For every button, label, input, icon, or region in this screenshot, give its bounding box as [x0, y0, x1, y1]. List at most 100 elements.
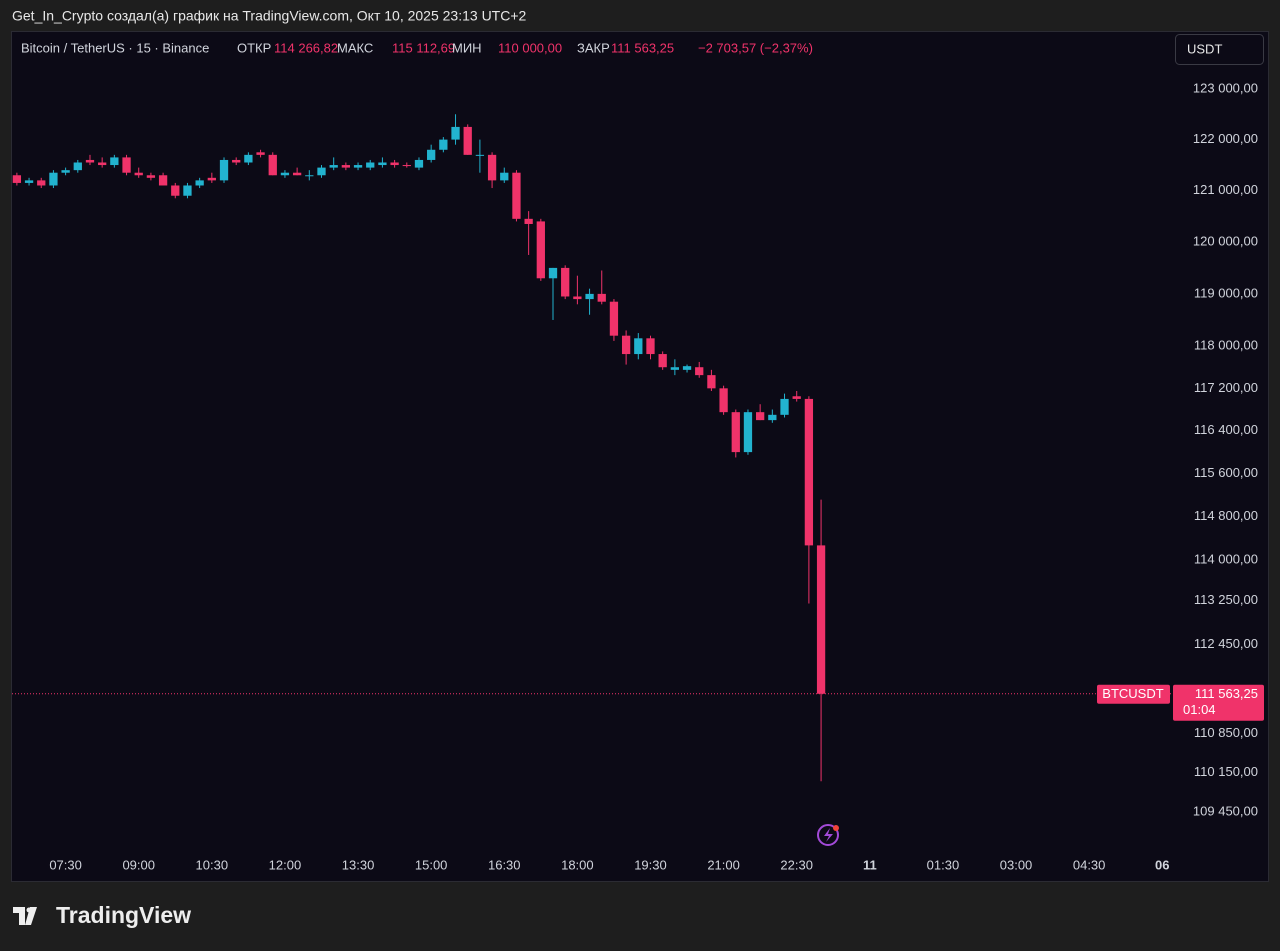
y-tick-label: 113 250,00: [1194, 592, 1258, 607]
candle-body: [780, 398, 789, 415]
candle-body: [414, 159, 424, 168]
close-value: 111 563,25: [611, 40, 674, 55]
candle-body: [792, 396, 801, 399]
x-tick-label: 21:00: [707, 857, 740, 872]
candle-body: [707, 375, 716, 389]
candle-body: [427, 149, 436, 160]
y-tick-label: 119 000,00: [1194, 285, 1258, 300]
brand: TradingView: [56, 902, 191, 928]
x-tick-label: 18:00: [561, 857, 594, 872]
candle-body: [390, 162, 399, 166]
alert-icon[interactable]: [817, 824, 839, 846]
x-tick-label: 19:30: [634, 857, 667, 872]
chart-panel: [11, 31, 1269, 882]
price-label: 111 563,25: [1195, 686, 1258, 701]
candle-body: [524, 218, 533, 224]
close-label: ЗАКР: [577, 40, 610, 55]
x-tick-label: 12:00: [269, 857, 302, 872]
series-label-box: [1097, 684, 1170, 704]
x-tick-label: 01:30: [927, 857, 960, 872]
y-tick-label: 115 600,00: [1194, 465, 1258, 480]
candle-body: [49, 172, 58, 186]
x-tick-label: 10:30: [196, 857, 229, 872]
high-label: МАКС: [337, 40, 373, 55]
candle-body: [268, 154, 277, 176]
candle-body: [561, 267, 570, 297]
candle-body: [548, 267, 558, 279]
y-tick-label: 123 000,00: [1193, 80, 1258, 95]
candle-body: [366, 162, 375, 168]
attribution: Get_In_Crypto создал(а) график на Tradin…: [12, 8, 527, 24]
candle-body: [195, 180, 204, 186]
candle-body: [731, 412, 740, 453]
candle-body: [573, 296, 582, 300]
candle-body: [110, 157, 119, 166]
candle-body: [122, 157, 131, 173]
high-value: 115 112,69: [392, 40, 455, 55]
candle-body: [292, 172, 302, 176]
x-tick-label: 04:30: [1073, 857, 1106, 872]
y-tick-label: 110 150,00: [1194, 764, 1258, 779]
candle-body: [98, 162, 107, 166]
y-tick-label: 121 000,00: [1193, 182, 1258, 197]
candle-body: [341, 165, 351, 168]
x-tick-label: 15:00: [415, 857, 448, 872]
candle-body: [353, 165, 363, 168]
y-tick-label: 116 400,00: [1194, 422, 1258, 437]
low-value: 110 000,00: [498, 40, 562, 55]
y-tick-label: 120 000,00: [1193, 233, 1258, 248]
candle-body: [585, 293, 594, 300]
y-tick-label: 117 200,00: [1194, 380, 1258, 395]
candle-body: [621, 335, 631, 355]
candle-body: [183, 185, 192, 196]
candle-body: [743, 412, 753, 453]
candle-body: [85, 159, 95, 163]
candle-body: [475, 154, 485, 156]
x-tick-label: 11: [863, 857, 877, 872]
candle-body: [609, 301, 619, 336]
candle-body: [682, 366, 692, 370]
open-value: 114 266,82: [274, 40, 338, 55]
y-tick-label: 122 000,00: [1193, 131, 1258, 146]
candle-body: [12, 175, 22, 183]
candle-body: [402, 165, 411, 167]
candle-body: [719, 388, 728, 413]
candle-body: [695, 367, 704, 376]
currency-button[interactable]: [1175, 34, 1264, 65]
candle-body: [305, 175, 314, 177]
candle-body: [804, 398, 814, 546]
candle-body: [768, 414, 777, 421]
price-label-box: [1173, 684, 1264, 721]
candle-body: [451, 126, 460, 140]
candle-body: [317, 167, 326, 176]
candle-body: [244, 154, 253, 163]
currency-label[interactable]: USDT: [1187, 41, 1222, 56]
candle-body: [487, 154, 497, 181]
candle-body: [756, 412, 765, 421]
x-tick-label: 07:30: [49, 857, 82, 872]
candle-body: [816, 545, 826, 694]
change: −2 703,57 (−2,37%): [698, 40, 813, 55]
y-tick-label: 112 450,00: [1194, 636, 1258, 651]
brand-logo: [13, 907, 37, 925]
candle-body: [670, 367, 679, 370]
x-tick-label: 09:00: [122, 857, 155, 872]
candle-body: [207, 177, 216, 181]
candle-body: [439, 139, 448, 150]
candle-body: [536, 221, 545, 279]
candle-body: [378, 162, 387, 166]
candle-body: [146, 175, 156, 178]
y-tick-label: 114 000,00: [1194, 551, 1258, 566]
x-tick-label: 06: [1155, 857, 1169, 872]
open-label: ОТКР: [237, 40, 271, 55]
countdown: 01:04: [1183, 702, 1216, 717]
candle-body: [219, 159, 229, 181]
candle-body: [158, 175, 168, 186]
candle-body: [73, 162, 82, 171]
candle-body: [24, 180, 34, 183]
candle-body: [280, 172, 290, 176]
y-tick-label: 114 800,00: [1194, 508, 1258, 523]
x-tick-label: 03:00: [1000, 857, 1033, 872]
